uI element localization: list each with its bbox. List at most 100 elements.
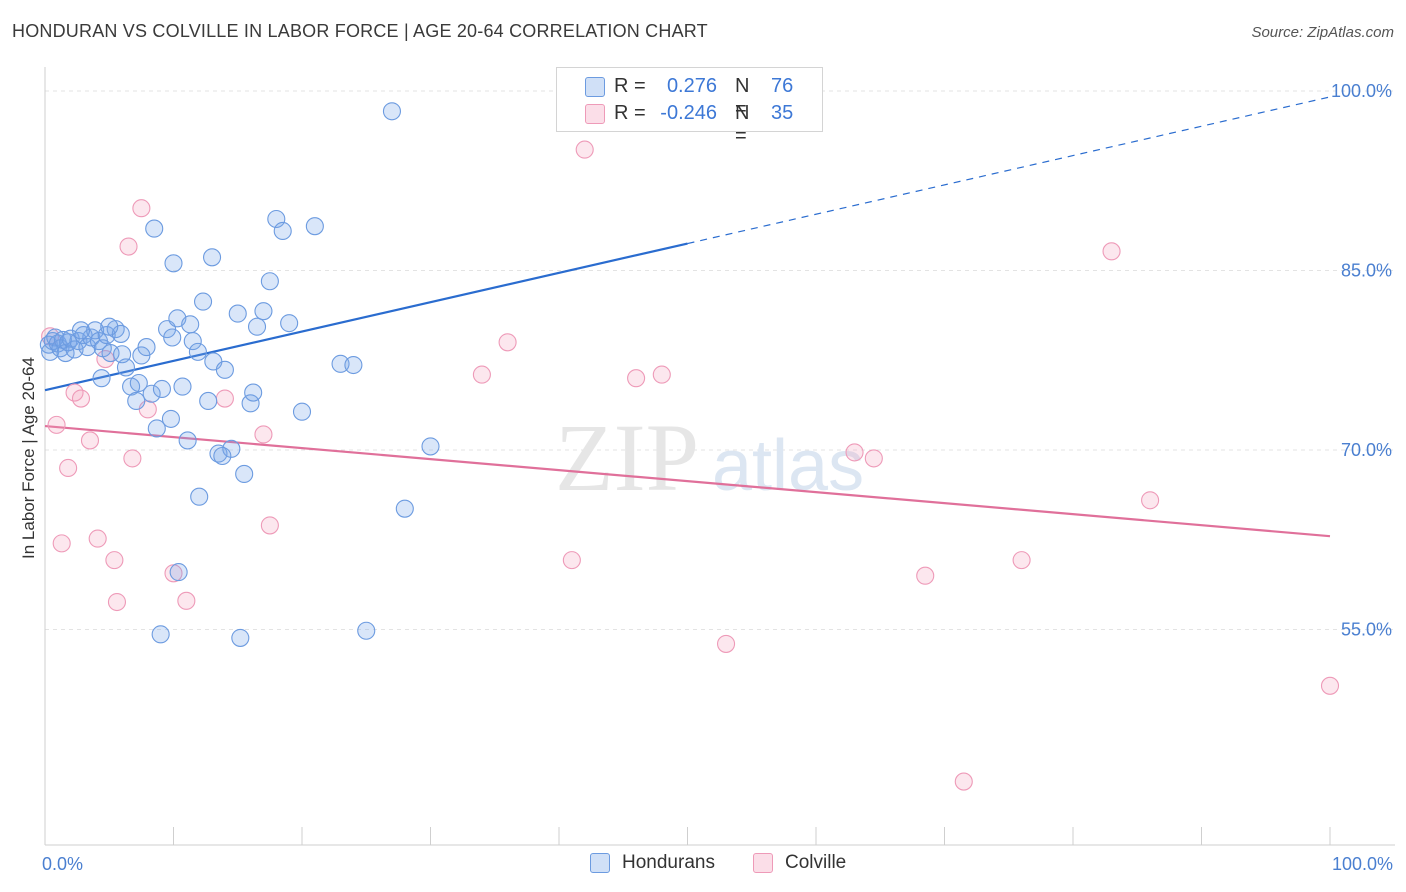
honduran-point — [163, 328, 182, 347]
colville-point — [132, 199, 151, 218]
honduran-point — [222, 439, 241, 458]
honduran-point — [145, 219, 164, 238]
honduran-point — [147, 419, 166, 438]
colville-point — [59, 458, 78, 478]
honduran-point — [151, 625, 170, 644]
y-tick-label: 85.0% — [1341, 260, 1392, 280]
colville-point — [71, 389, 91, 408]
colville-point — [215, 389, 234, 408]
honduran-point — [292, 402, 312, 421]
colville-point — [1102, 242, 1121, 261]
honduran-point — [344, 355, 363, 375]
colville-point — [562, 551, 581, 570]
colville-point — [105, 551, 124, 570]
honduran-point — [203, 248, 222, 267]
honduran-point — [357, 621, 376, 640]
colville-point — [88, 529, 107, 548]
honduran-point — [142, 384, 161, 403]
honduran-point — [247, 317, 267, 336]
colville-point — [1141, 491, 1160, 510]
colville-point — [119, 237, 138, 256]
honduran-point — [129, 373, 148, 393]
watermark-atlas: atlas — [712, 426, 864, 506]
trend-line-colville — [44, 424, 1331, 538]
legend-r-value: -0.246 — [660, 102, 717, 124]
x-tick-label: 0.0% — [42, 854, 83, 874]
colville-point — [916, 566, 935, 585]
y-tick-label: 70.0% — [1341, 440, 1392, 460]
colville-point — [177, 591, 196, 610]
legend-swatch-pink — [585, 104, 605, 124]
y-axis-title: In Labor Force | Age 20-64 — [19, 357, 38, 559]
colville-point — [47, 415, 66, 434]
honduran-point — [92, 369, 111, 388]
honduran-point — [100, 317, 119, 336]
gridlines — [45, 90, 1395, 631]
axes — [44, 67, 1395, 846]
honduran-point — [395, 499, 414, 518]
honduran-point — [127, 391, 146, 410]
honduran-point — [56, 344, 75, 363]
colville-point — [472, 365, 491, 384]
honduran-point — [173, 377, 192, 396]
legend-r-label: R = — [614, 102, 646, 124]
honduran-point — [273, 221, 292, 241]
legend-label-colville: Colville — [785, 852, 847, 873]
honduran-point — [382, 102, 402, 121]
chart-title: HONDURAN VS COLVILLE IN LABOR FORCE | AG… — [12, 21, 708, 41]
trend-lines — [44, 96, 1331, 538]
legend-n-value: 35 — [771, 102, 794, 124]
data-points — [39, 102, 1340, 791]
colville-point — [575, 140, 594, 159]
tick-labels: 55.0% 70.0% 85.0% 100.0% 0.0% 100.0% — [42, 81, 1393, 874]
trend-line-hondurans-solid — [44, 242, 688, 392]
colville-point — [260, 516, 279, 535]
y-tick-label: 100.0% — [1331, 81, 1392, 101]
honduran-point — [152, 379, 171, 399]
honduran-point — [235, 464, 254, 484]
honduran-point — [161, 409, 180, 428]
colville-point — [107, 592, 127, 612]
honduran-point — [113, 345, 132, 364]
colville-point — [254, 425, 273, 444]
correlation-legend: R = 0.276 N = 76 R = -0.246 N = 35 — [556, 67, 823, 147]
honduran-point — [190, 487, 209, 506]
legend-n-label: N = — [735, 75, 750, 120]
zipatlas-watermark: ZIP atlas — [555, 404, 864, 511]
colville-point — [652, 365, 671, 384]
honduran-point — [215, 360, 234, 379]
legend-label-hondurans: Hondurans — [622, 852, 715, 873]
honduran-point — [111, 324, 130, 343]
legend-r-label: R = — [614, 75, 646, 97]
honduran-point — [101, 344, 120, 363]
colville-point — [80, 431, 100, 450]
x-tick-label: 100.0% — [1332, 854, 1393, 874]
legend-swatch-blue — [590, 853, 610, 873]
colville-point — [716, 634, 736, 653]
legend-swatch-pink — [753, 853, 773, 873]
honduran-point — [71, 321, 91, 340]
colville-point — [123, 449, 142, 468]
colville-point — [96, 349, 115, 369]
watermark-zip: ZIP — [555, 404, 699, 511]
honduran-point — [199, 391, 218, 410]
honduran-point — [137, 338, 156, 357]
honduran-point — [78, 338, 97, 357]
honduran-point — [169, 563, 188, 582]
colville-point — [845, 443, 864, 462]
honduran-point — [231, 628, 250, 647]
colville-point — [627, 369, 646, 388]
honduran-point — [421, 437, 440, 456]
honduran-point — [194, 292, 213, 311]
legend-n-label: N = — [735, 102, 750, 147]
honduran-point — [241, 394, 260, 413]
legend-n-value: 76 — [771, 75, 794, 97]
legend-r-value: 0.276 — [666, 75, 717, 97]
honduran-point — [305, 217, 324, 236]
source-credit: Source: ZipAtlas.com — [1251, 24, 1394, 41]
honduran-point — [181, 315, 200, 334]
honduran-point — [178, 431, 197, 450]
y-tick-label: 55.0% — [1341, 620, 1392, 640]
honduran-point — [260, 272, 279, 291]
